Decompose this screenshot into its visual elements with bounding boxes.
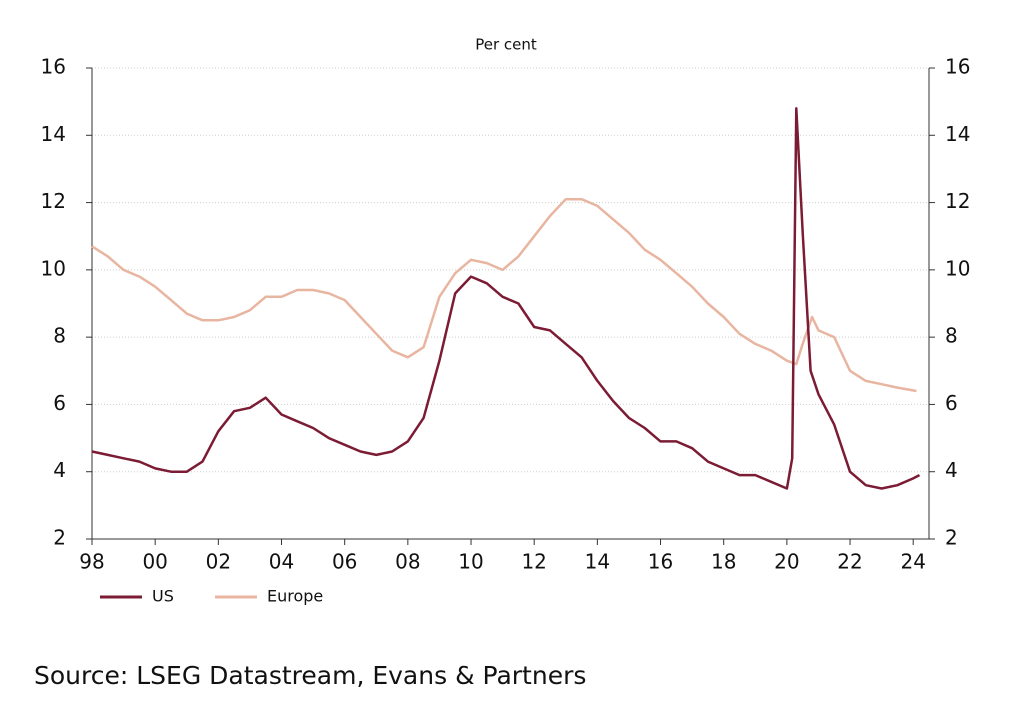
y2-tick-label: 10	[945, 256, 970, 280]
y2-tick-label: 8	[945, 324, 958, 348]
x-tick-label: 14	[585, 550, 610, 574]
series-line	[91, 197, 917, 393]
y-tick-label: 14	[41, 122, 66, 146]
x-tick-label: 06	[332, 550, 357, 574]
x-tick-label: 08	[395, 550, 420, 574]
source-note: Source: LSEG Datastream, Evans & Partner…	[34, 661, 586, 690]
x-tick-label: 12	[521, 550, 546, 574]
x-tick-label: 02	[206, 550, 231, 574]
y-tick-label: 4	[53, 458, 66, 482]
y-tick-label: 12	[41, 189, 66, 213]
x-tick-label: 22	[837, 550, 862, 574]
x-tick-label: 04	[269, 550, 294, 574]
x-tick-label: 24	[900, 550, 925, 574]
y2-tick-label: 12	[945, 189, 970, 213]
chart-subtitle: Per cent	[475, 36, 537, 54]
y-tick-label: 8	[53, 324, 66, 348]
legend-label: US	[152, 587, 174, 606]
y2-tick-label: 14	[945, 122, 970, 146]
y-tick-label: 6	[53, 391, 66, 415]
y2-tick-label: 16	[945, 55, 970, 79]
x-tick-label: 00	[142, 550, 167, 574]
y-tick-label: 16	[41, 55, 66, 79]
y2-tick-label: 2	[945, 526, 958, 550]
x-tick-label: 10	[458, 550, 483, 574]
legend-label: Europe	[267, 587, 323, 606]
x-tick-label: 98	[79, 550, 104, 574]
y-tick-label: 2	[53, 526, 66, 550]
y2-tick-label: 6	[945, 391, 958, 415]
x-tick-label: 20	[774, 550, 799, 574]
series-line	[91, 107, 921, 490]
y-tick-label: 10	[41, 256, 66, 280]
x-tick-label: 18	[711, 550, 736, 574]
y2-tick-label: 4	[945, 458, 958, 482]
x-tick-label: 16	[648, 550, 673, 574]
